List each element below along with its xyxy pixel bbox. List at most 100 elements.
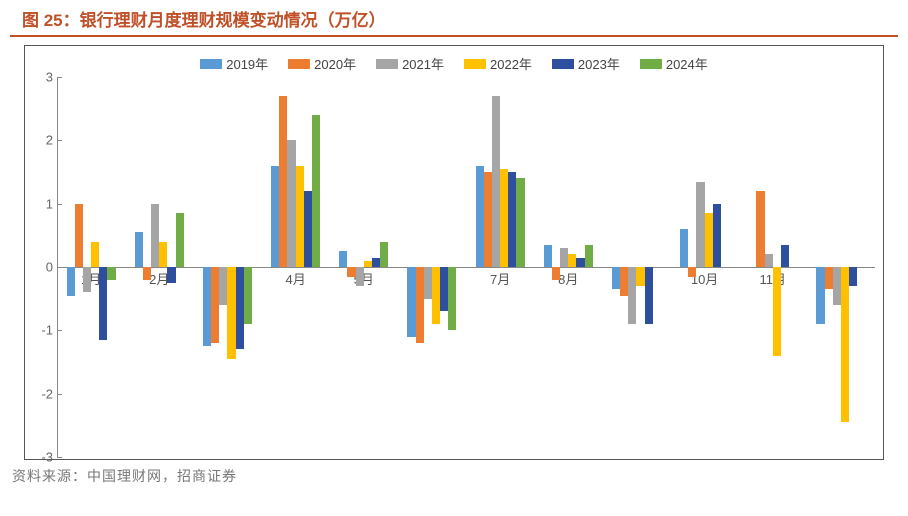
bar bbox=[492, 96, 500, 267]
chart-source: 资料来源：中国理财网，招商证券 bbox=[12, 466, 896, 486]
bar bbox=[773, 267, 781, 356]
bar bbox=[713, 204, 721, 267]
bar bbox=[347, 267, 355, 277]
legend-item: 2019年 bbox=[200, 54, 268, 73]
bar bbox=[476, 166, 484, 267]
bar bbox=[107, 267, 115, 280]
chart-title: 图 25：银行理财月度理财规模变动情况（万亿） bbox=[22, 11, 386, 30]
bar bbox=[516, 178, 524, 267]
bar bbox=[203, 267, 211, 346]
bar bbox=[83, 267, 91, 292]
y-tick-mark bbox=[57, 394, 62, 395]
bar bbox=[99, 267, 107, 340]
bar bbox=[244, 267, 252, 324]
legend-item: 2024年 bbox=[640, 54, 708, 73]
bar bbox=[500, 169, 508, 267]
bar bbox=[825, 267, 833, 289]
legend-label: 2021年 bbox=[402, 57, 444, 72]
y-tick-label: 2 bbox=[29, 133, 53, 148]
x-tick-label: 4月 bbox=[285, 269, 305, 288]
bar bbox=[67, 267, 75, 296]
bar bbox=[448, 267, 456, 330]
bar bbox=[688, 267, 696, 277]
bar bbox=[167, 267, 175, 283]
legend-swatch bbox=[640, 59, 662, 69]
y-tick-label: 1 bbox=[29, 196, 53, 211]
y-tick-mark bbox=[57, 457, 62, 458]
bar bbox=[841, 267, 849, 422]
bar bbox=[612, 267, 620, 289]
bar bbox=[620, 267, 628, 296]
bar bbox=[568, 254, 576, 267]
legend-swatch bbox=[552, 59, 574, 69]
bar bbox=[833, 267, 841, 305]
bar bbox=[432, 267, 440, 324]
x-tick-label: 7月 bbox=[490, 269, 510, 288]
bar bbox=[176, 213, 184, 267]
bar bbox=[227, 267, 235, 359]
legend-swatch bbox=[464, 59, 486, 69]
legend-label: 2023年 bbox=[578, 57, 620, 72]
legend-swatch bbox=[200, 59, 222, 69]
chart-legend: 2019年 2020年 2021年 2022年 2023年 2024年 bbox=[27, 50, 881, 77]
bar bbox=[544, 245, 552, 267]
y-tick-label: -3 bbox=[29, 450, 53, 465]
bar bbox=[696, 182, 704, 268]
bar bbox=[339, 251, 347, 267]
y-tick-label: -1 bbox=[29, 323, 53, 338]
bar bbox=[219, 267, 227, 305]
bar bbox=[585, 245, 593, 267]
bar bbox=[756, 191, 764, 267]
chart-container: 2019年2020年2021年2022年2023年2024年 -3-2-1012… bbox=[24, 45, 884, 460]
y-tick-mark bbox=[57, 330, 62, 331]
y-tick-label: 3 bbox=[29, 70, 53, 85]
bar bbox=[440, 267, 448, 311]
y-tick-mark bbox=[57, 140, 62, 141]
x-tick-label: 2月 bbox=[149, 269, 169, 288]
bar bbox=[143, 267, 151, 280]
bar bbox=[211, 267, 219, 343]
bar bbox=[312, 115, 320, 267]
x-tick-label: 8月 bbox=[558, 269, 578, 288]
bar bbox=[75, 204, 83, 267]
bar bbox=[680, 229, 688, 267]
y-tick-mark bbox=[57, 204, 62, 205]
bar bbox=[552, 267, 560, 280]
bar bbox=[576, 258, 584, 268]
bar bbox=[849, 267, 857, 286]
bar bbox=[151, 204, 159, 267]
bar bbox=[765, 254, 773, 267]
bar bbox=[271, 166, 279, 267]
bar bbox=[364, 261, 372, 267]
bar bbox=[135, 232, 143, 267]
zero-axis-line bbox=[57, 267, 875, 268]
legend-item: 2022年 bbox=[464, 54, 532, 73]
legend-item: 2021年 bbox=[376, 54, 444, 73]
bar bbox=[560, 248, 568, 267]
legend-swatch bbox=[376, 59, 398, 69]
legend-label: 2022年 bbox=[490, 57, 532, 72]
bar bbox=[91, 242, 99, 267]
bar bbox=[304, 191, 312, 267]
bar bbox=[636, 267, 644, 286]
bar bbox=[372, 258, 380, 268]
bar bbox=[356, 267, 364, 286]
legend-label: 2024年 bbox=[666, 57, 708, 72]
bar bbox=[424, 267, 432, 299]
legend-label: 2020年 bbox=[314, 57, 356, 72]
bar bbox=[407, 267, 415, 337]
legend-item: 2020年 bbox=[288, 54, 356, 73]
legend-item: 2023年 bbox=[552, 54, 620, 73]
bar bbox=[416, 267, 424, 343]
chart-title-bar: 图 25：银行理财月度理财规模变动情况（万亿） bbox=[10, 0, 898, 37]
y-tick-label: 0 bbox=[29, 260, 53, 275]
bar bbox=[781, 245, 789, 267]
bar bbox=[816, 267, 824, 324]
y-tick-mark bbox=[57, 77, 62, 78]
legend-label: 2019年 bbox=[226, 57, 268, 72]
bar bbox=[287, 140, 295, 267]
bar bbox=[645, 267, 653, 324]
y-tick-label: -2 bbox=[29, 386, 53, 401]
bar bbox=[380, 242, 388, 267]
bar bbox=[628, 267, 636, 324]
